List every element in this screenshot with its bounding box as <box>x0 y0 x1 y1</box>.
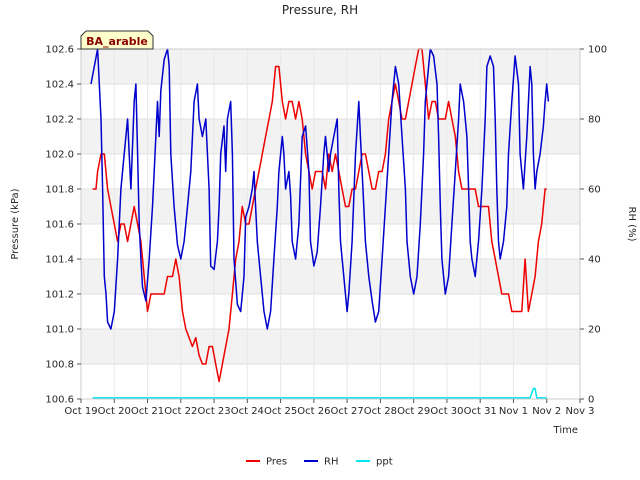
legend-label-rh: RH <box>324 457 338 468</box>
plot-band <box>81 259 580 294</box>
legend: Pres RH ppt <box>246 457 393 468</box>
badge: BA_arable <box>80 30 154 50</box>
chart-title: Pressure, RH <box>282 3 358 17</box>
y-right-tick-label: 60 <box>588 185 601 196</box>
plot-background <box>81 49 580 364</box>
x-tick-label: Oct 23 <box>197 406 230 417</box>
y-right-tick-label: 40 <box>588 255 601 266</box>
y-right-tick-label: 20 <box>588 325 601 336</box>
x-tick-label: Oct 25 <box>264 406 297 417</box>
series-layer <box>90 48 550 399</box>
x-tick-label: Oct 29 <box>397 406 430 417</box>
x-tick-label: Oct 30 <box>430 406 463 417</box>
badge-label: BA_arable <box>86 35 148 48</box>
x-tick-label: Oct 31 <box>464 406 497 417</box>
y-left-tick-label: 102.0 <box>45 150 74 161</box>
y-left-tick-label: 101.4 <box>45 255 74 266</box>
y-right-axis-label: RH (%) <box>626 207 637 242</box>
x-tick-label: Nov 2 <box>532 406 561 417</box>
x-tick-label: Oct 26 <box>297 406 330 417</box>
x-tick-label: Oct 24 <box>231 406 264 417</box>
series-line-ppt <box>92 387 547 399</box>
legend-label-ppt: ppt <box>376 457 393 468</box>
x-tick-label: Nov 3 <box>565 406 594 417</box>
y-left-tick-label: 100.6 <box>45 395 74 406</box>
y-right-axis-ticks: 0 20 40 60 80 100 <box>580 45 607 406</box>
y-left-tick-label: 102.4 <box>45 80 74 91</box>
plot-band <box>81 329 580 364</box>
y-left-tick-label: 101.0 <box>45 325 74 336</box>
y-left-tick-label: 101.6 <box>45 220 74 231</box>
series-line-pres <box>92 48 547 383</box>
y-left-tick-label: 101.8 <box>45 185 74 196</box>
badge-box <box>80 30 154 50</box>
x-tick-label: Nov 1 <box>499 406 528 417</box>
y-left-tick-label: 101.2 <box>45 290 74 301</box>
x-tick-label: Oct 28 <box>364 406 397 417</box>
x-tick-label: Oct 21 <box>131 406 164 417</box>
y-left-axis-ticks: 100.6 100.8 101.0 101.2 101.4 101.6 101.8 102.0… <box>45 45 81 406</box>
y-left-tick-label: 102.6 <box>45 45 74 56</box>
x-axis-ticks: Oct 19 Oct 20 Oct 21 Oct 22 Oct 23 Oct 24 Oct … <box>64 399 595 417</box>
y-left-axis-label: Pressure (kPa) <box>10 188 21 259</box>
series-line-rh <box>90 48 550 330</box>
x-tick-label: Oct 20 <box>98 406 131 417</box>
y-left-tick-label: 100.8 <box>45 360 74 371</box>
y-right-tick-label: 100 <box>588 45 607 56</box>
plot-band <box>81 49 580 84</box>
x-tick-label: Oct 22 <box>164 406 197 417</box>
x-tick-label: Oct 19 <box>64 406 97 417</box>
x-axis-label: Time <box>553 425 578 436</box>
x-tick-label: Oct 27 <box>331 406 364 417</box>
legend-label-pres: Pres <box>266 457 287 468</box>
plot-band <box>81 119 580 154</box>
y-right-tick-label: 80 <box>588 115 601 126</box>
y-right-tick-label: 0 <box>588 395 594 406</box>
y-left-tick-label: 102.2 <box>45 115 74 126</box>
